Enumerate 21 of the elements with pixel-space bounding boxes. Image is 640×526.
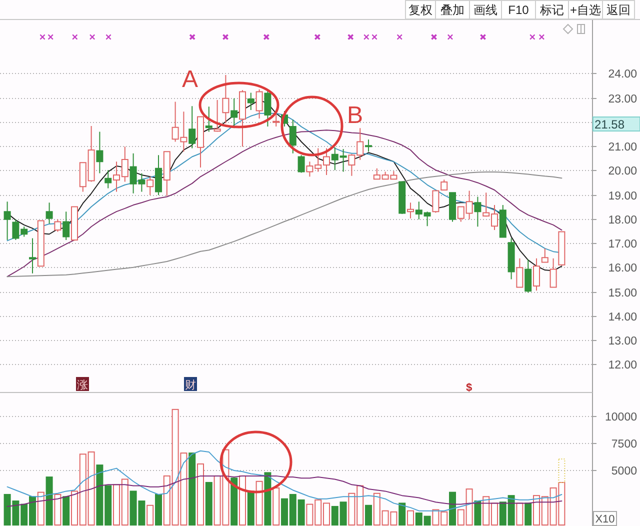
y-tick-label: 19.00 [608, 190, 637, 202]
y-tick-label: 23.00 [608, 94, 637, 106]
annotation: $ [466, 382, 472, 394]
y-tick-label: 16.00 [608, 262, 637, 274]
y-tick-label: 10000 [605, 412, 637, 424]
y-tick-label: 15.00 [608, 288, 637, 300]
y-tick-label: 13.00 [608, 336, 637, 348]
ylabel: X10 [593, 511, 617, 526]
price-tag: 21.58 [592, 116, 640, 132]
y-tick-label: 5000 [611, 466, 637, 478]
y-tick-label: 20.00 [608, 166, 637, 178]
annotation: B [346, 102, 364, 129]
y-tick-label: 21.00 [608, 142, 637, 154]
y-tick-label: 17.00 [608, 238, 637, 250]
y-tick-label: 14.00 [608, 312, 637, 324]
annotation: A [182, 66, 198, 93]
y-tick-label: 12.00 [608, 360, 637, 372]
y-tick-label: 24.00 [608, 68, 637, 80]
y-tick-label: 7500 [611, 438, 637, 450]
y-tick-label: 18.00 [608, 214, 637, 226]
annotation: 涨 [77, 380, 88, 392]
